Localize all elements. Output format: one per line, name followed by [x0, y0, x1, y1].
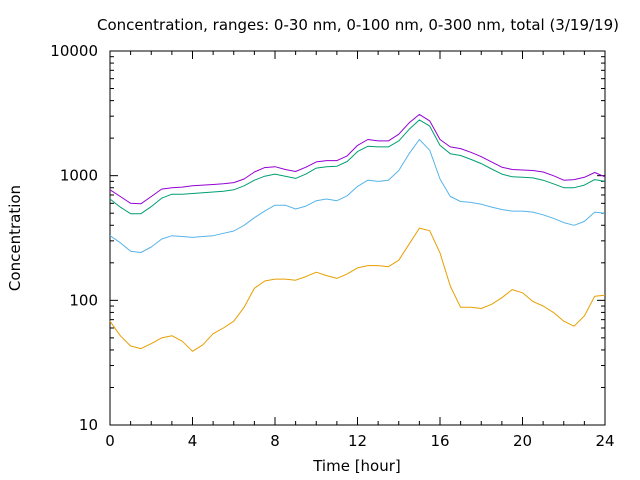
series-line-2: [109, 119, 606, 215]
y-tick-label: 1000: [60, 167, 98, 185]
series-line-0: [109, 227, 606, 352]
x-tick-label: 0: [105, 432, 115, 450]
plot-frame: [109, 50, 606, 426]
x-tick-label: 16: [430, 432, 449, 450]
y-axis-label: Concentration: [6, 185, 24, 291]
series-line-3: [109, 113, 606, 205]
x-tick-label: 8: [270, 432, 280, 450]
axis-ticks: [110, 51, 605, 425]
y-tick-label: 10000: [50, 42, 98, 60]
x-tick-label: 24: [595, 432, 614, 450]
x-tick-label: 12: [348, 432, 367, 450]
y-tick-label: 10: [79, 416, 98, 434]
x-tick-label: 4: [188, 432, 198, 450]
series-line-1: [109, 139, 606, 253]
x-tick-label: 20: [513, 432, 532, 450]
chart-title: Concentration, ranges: 0-30 nm, 0-100 nm…: [97, 16, 619, 34]
y-tick-label: 100: [69, 291, 98, 309]
series-lines: [109, 113, 606, 352]
x-axis-label: Time [hour]: [312, 457, 401, 475]
